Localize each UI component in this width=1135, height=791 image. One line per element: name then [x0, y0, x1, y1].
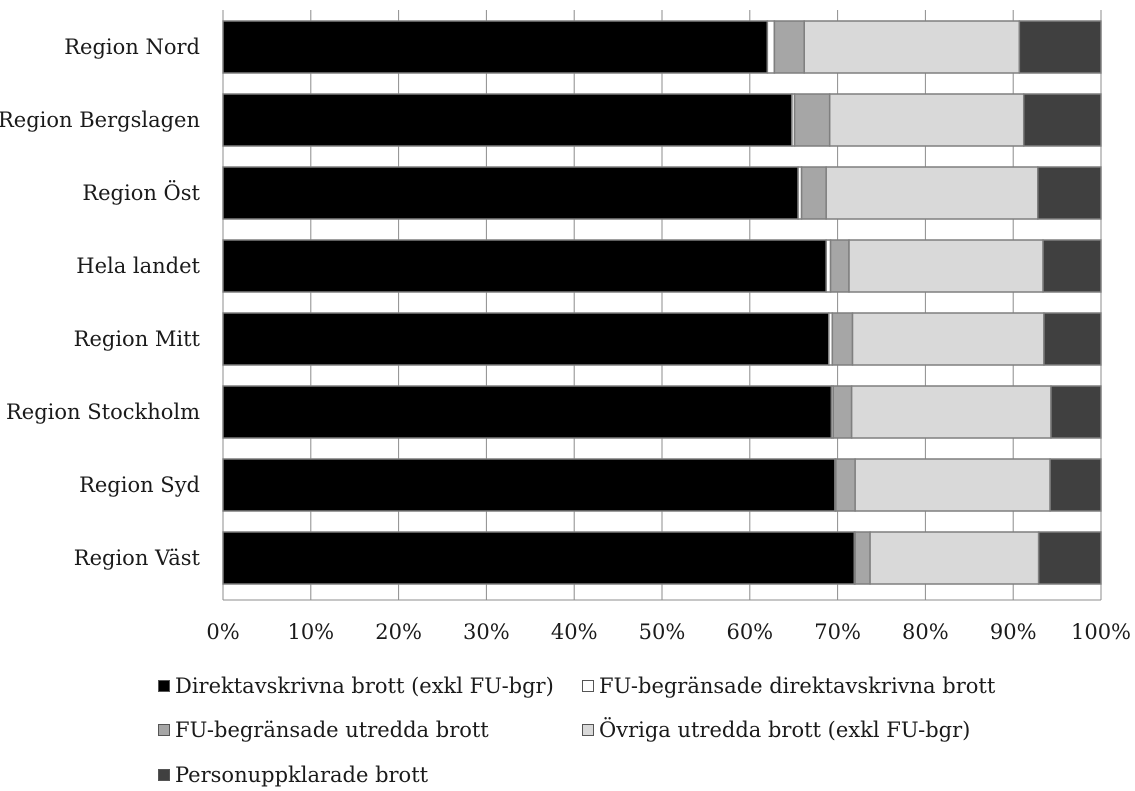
bar-region-stockholm-series-3: [832, 385, 853, 439]
bar-hela-landet-series-1: [222, 239, 827, 293]
category-label-region-stockholm: Region Stockholm: [6, 400, 200, 424]
x-tick-label: 0%: [206, 620, 239, 644]
bar-region-syd-series-1: [222, 458, 836, 512]
legend-label-fu-direktavskrivna: FU-begränsade direktavskrivna brott: [599, 674, 996, 698]
legend-item-ovriga-utredda: Övriga utredda brott (exkl FU-bgr): [582, 718, 970, 742]
category-label-region-bergslagen: Region Bergslagen: [0, 108, 200, 132]
x-tick-labels: 0% 10% 20% 30% 40% 50% 60% 70% 80% 90% 100%: [206, 620, 1131, 644]
legend-item-direktavskrivna: Direktavskrivna brott (exkl FU-bgr): [158, 674, 554, 698]
x-tick-label: 10%: [287, 620, 334, 644]
legend-swatch-fu-utredda: [158, 724, 170, 736]
x-tick-label: 100%: [1071, 620, 1131, 644]
bar-region-nord-series-1: [222, 20, 769, 74]
legend-item-personuppklarade: Personuppklarade brott: [158, 763, 428, 787]
legend-swatch-fu-direktavskrivna: [582, 680, 594, 692]
x-tick-label: 30%: [463, 620, 510, 644]
legend-swatch-personuppklarade: [158, 769, 170, 781]
bar-region-stockholm-series-4: [850, 385, 1052, 439]
bar-region-nord-series-4: [803, 20, 1021, 74]
x-tick-label: 70%: [814, 620, 861, 644]
bar-region-nord-series-3: [773, 20, 805, 74]
x-tick-label: 90%: [990, 620, 1037, 644]
legend-label-ovriga-utredda: Övriga utredda brott (exkl FU-bgr): [599, 718, 971, 742]
stacked-bar-chart: Region Nord Region Bergslagen Region Öst He…: [0, 10, 1131, 644]
category-labels: Region Nord Region Bergslagen Region Öst He…: [0, 35, 201, 570]
bar-region-st-series-5: [1037, 166, 1102, 220]
bar-region-v-st-series-4: [869, 531, 1040, 585]
bar-region-syd-series-4: [854, 458, 1051, 512]
legend-item-fu-direktavskrivna: FU-begränsade direktavskrivna brott: [582, 674, 995, 698]
category-label-region-syd: Region Syd: [79, 473, 200, 497]
category-label-region-v-st: Region Väst: [74, 546, 201, 570]
bar-region-mitt-series-1: [222, 312, 830, 366]
bar-region-mitt-series-4: [851, 312, 1045, 366]
bar-region-bergslagen-series-3: [793, 93, 831, 147]
bar-region-stockholm-series-1: [222, 385, 833, 439]
bar-region-stockholm-series-5: [1050, 385, 1102, 439]
bar-region-mitt-series-3: [831, 312, 854, 366]
legend-item-fu-utredda: FU-begränsade utredda brott: [158, 718, 489, 742]
category-label-region-nord: Region Nord: [64, 35, 200, 59]
bar-region-st-series-3: [800, 166, 827, 220]
bar-region-v-st-series-3: [854, 531, 871, 585]
bar-region-st-series-1: [222, 166, 799, 220]
bar-region-nord-series-2: [766, 20, 776, 74]
bar-region-bergslagen-series-5: [1022, 93, 1102, 147]
legend-label-fu-utredda: FU-begränsade utredda brott: [175, 718, 489, 742]
legend-swatch-ovriga-utredda: [582, 724, 594, 736]
x-tick-label: 60%: [726, 620, 773, 644]
category-label-region-st: Region Öst: [82, 180, 200, 205]
bar-region-bergslagen-series-4: [828, 93, 1025, 147]
bar-hela-landet-series-5: [1042, 239, 1102, 293]
x-tick-label: 50%: [639, 620, 686, 644]
category-label-hela-landet: Hela landet: [76, 254, 200, 278]
bar-region-st-series-4: [825, 166, 1039, 220]
bar-region-nord-series-5: [1018, 20, 1102, 74]
legend-label-direktavskrivna: Direktavskrivna brott (exkl FU-bgr): [175, 674, 554, 698]
bars: [222, 20, 1102, 585]
bar-hela-landet-series-4: [848, 239, 1044, 293]
x-tick-label: 20%: [375, 620, 422, 644]
legend-swatch-direktavskrivna: [158, 680, 170, 692]
x-tick-label: 40%: [551, 620, 598, 644]
bar-region-syd-series-3: [835, 458, 856, 512]
category-label-region-mitt: Region Mitt: [74, 327, 201, 351]
x-tick-label: 80%: [902, 620, 949, 644]
bar-region-mitt-series-5: [1043, 312, 1102, 366]
bar-hela-landet-series-3: [829, 239, 850, 293]
bar-region-v-st-series-5: [1037, 531, 1102, 585]
legend-label-personuppklarade: Personuppklarade brott: [175, 763, 429, 787]
bar-region-v-st-series-1: [222, 531, 856, 585]
bar-region-bergslagen-series-1: [222, 93, 793, 147]
bar-region-syd-series-5: [1049, 458, 1102, 512]
